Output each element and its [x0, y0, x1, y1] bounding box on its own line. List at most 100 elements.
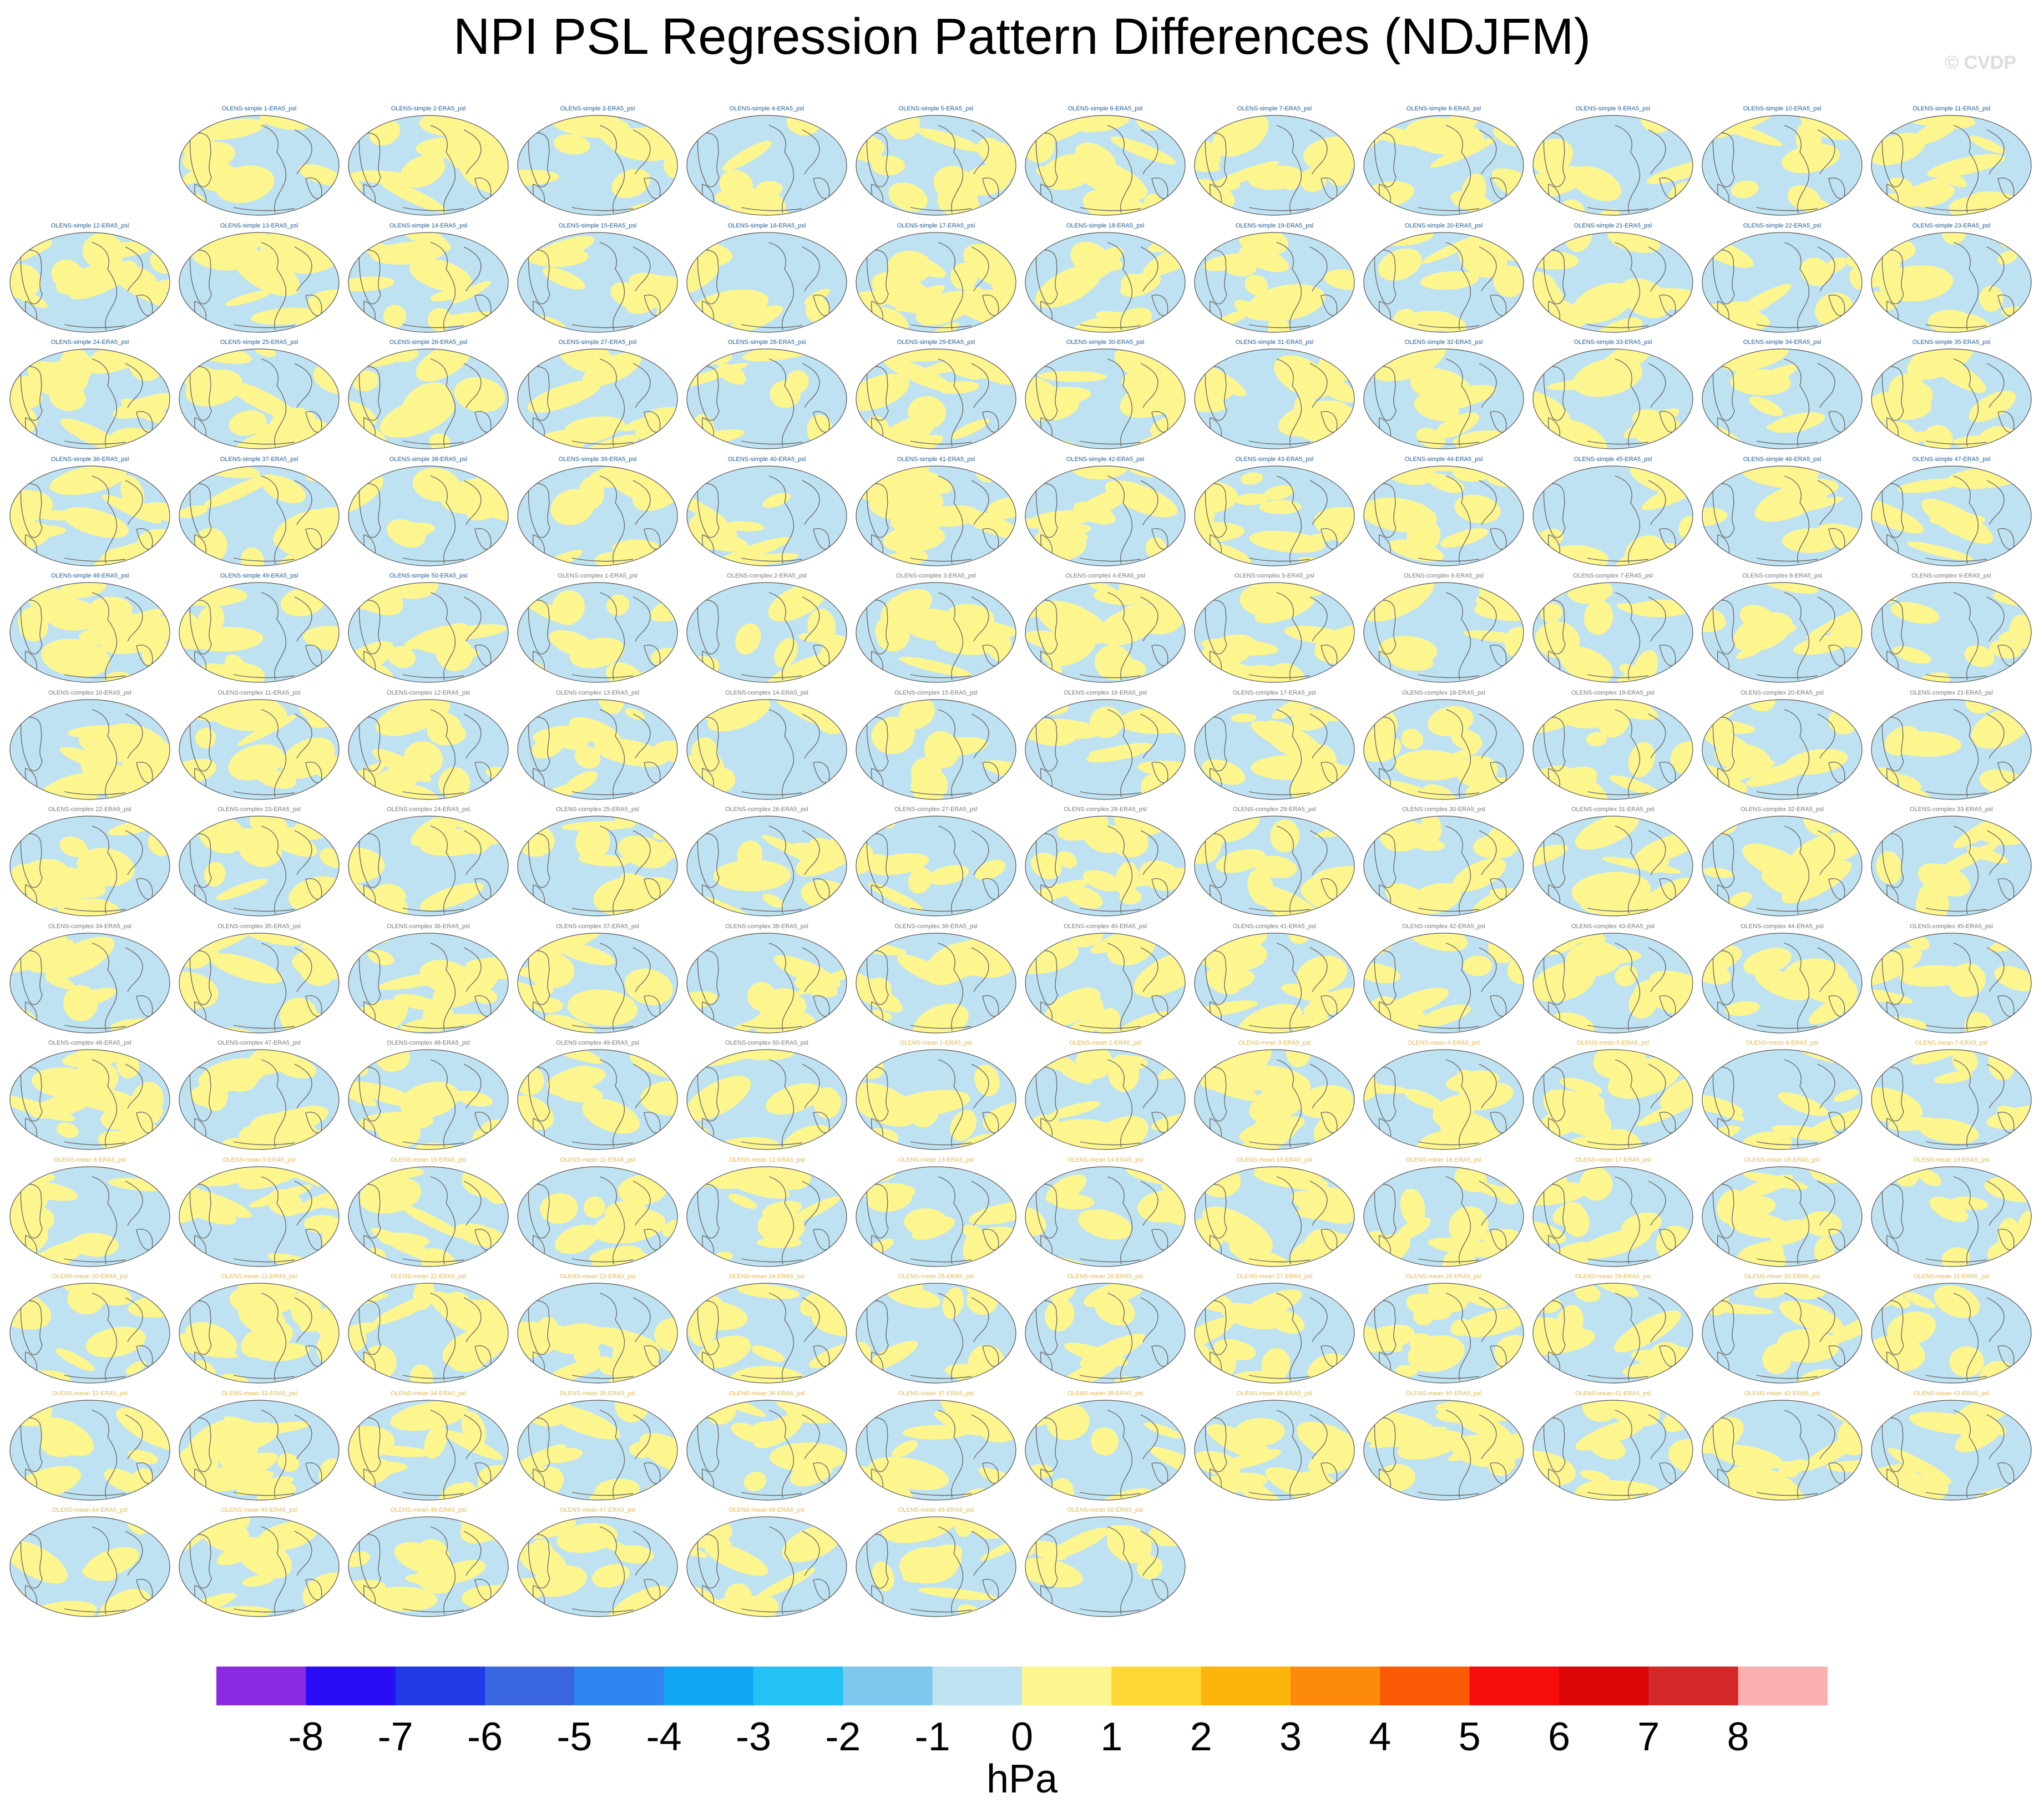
world-map — [1702, 465, 1863, 566]
map-panel: OLENS-complex 42-ERA5_psl — [1362, 923, 1526, 1037]
map-boundary — [1871, 465, 2032, 566]
coastline — [1615, 241, 1641, 330]
world-map — [1194, 932, 1355, 1034]
positive-anomaly-region — [1589, 1435, 1626, 1460]
positive-anomaly-region — [1887, 1447, 1952, 1484]
map-boundary — [1871, 1283, 2032, 1384]
world-map — [1532, 816, 1693, 916]
coastline — [633, 1531, 651, 1576]
positive-anomaly-region — [1918, 1169, 1942, 1186]
map-panel: OLENS-complex 12-ERA5_psl — [346, 690, 510, 803]
positive-anomaly-region — [395, 784, 441, 799]
positive-anomaly-region — [713, 859, 791, 892]
coastline — [1784, 241, 1810, 330]
coastline — [1276, 1059, 1302, 1148]
positive-anomaly-region — [1420, 271, 1479, 290]
coastline — [1418, 1141, 1480, 1146]
coastline — [1587, 557, 1649, 561]
coastline — [1205, 483, 1227, 538]
panel-title: OLENS-mean 7-ERA5_psl — [1915, 1040, 1988, 1046]
coastline — [1079, 1141, 1141, 1146]
positive-anomaly-region — [238, 1166, 315, 1189]
coastline — [1445, 825, 1471, 914]
panel-title: OLENS-complex 13-ERA5_psl — [556, 689, 639, 696]
colorbar-tick-label: 3 — [1279, 1715, 1302, 1759]
positive-anomaly-region — [1056, 851, 1077, 868]
coastline — [189, 1183, 212, 1238]
positive-anomaly-region — [892, 1440, 918, 1457]
coastline — [402, 207, 464, 211]
map-boundary — [1532, 582, 1693, 683]
coastline — [1648, 946, 1666, 992]
positive-anomaly-region — [1213, 1339, 1256, 1360]
world-map — [1025, 816, 1186, 916]
world-map — [686, 698, 847, 800]
panel-title: OLENS-mean 20-ERA5_psl — [52, 1273, 128, 1280]
coastline — [1615, 1409, 1641, 1498]
coastline — [1309, 1063, 1328, 1109]
coastline — [64, 1375, 126, 1379]
positive-anomaly-region — [1628, 742, 1655, 777]
world-map — [1194, 231, 1355, 333]
panel-title: OLENS-simple 2-ERA5_psl — [391, 105, 466, 112]
map-boundary — [1532, 1049, 1693, 1150]
coastline — [1418, 557, 1480, 561]
positive-anomaly-region — [987, 497, 1016, 519]
coastline — [768, 1176, 795, 1264]
coastline — [92, 592, 118, 681]
positive-anomaly-region — [1313, 1102, 1354, 1147]
coastline — [633, 1180, 651, 1225]
coastline — [802, 479, 820, 525]
world-map — [9, 1283, 170, 1384]
coastline — [20, 1183, 43, 1238]
map-panel: OLENS-complex 9-ERA5_psl — [1869, 573, 2033, 686]
world-map — [1532, 1283, 1693, 1384]
map-panel: OLENS-complex 19-ERA5_psl — [1531, 690, 1695, 803]
coastline — [1817, 1063, 1835, 1109]
map-panel: OLENS-complex 29-ERA5_psl — [1192, 806, 1357, 920]
map-panel: OLENS-complex 14-ERA5_psl — [685, 690, 849, 803]
positive-anomaly-region — [983, 1101, 1016, 1133]
coastline — [741, 557, 803, 561]
coastline — [528, 600, 550, 655]
positive-anomaly-region — [1428, 1237, 1507, 1257]
panel-title: OLENS-mean 14-ERA5_psl — [1067, 1156, 1144, 1163]
panel-title: OLENS-simple 42-ERA5_psl — [1066, 455, 1145, 463]
positive-anomaly-region — [1239, 246, 1289, 272]
map-boundary — [1532, 115, 1693, 216]
coastline — [1925, 207, 1987, 211]
coastline — [571, 791, 634, 795]
coastline — [697, 249, 720, 304]
positive-anomaly-region — [262, 1527, 294, 1549]
coastline — [1712, 716, 1735, 771]
positive-anomaly-region — [1216, 849, 1266, 873]
world-map — [1025, 1516, 1186, 1617]
map-boundary — [179, 115, 340, 216]
map-boundary — [1532, 1166, 1693, 1267]
coastline — [1107, 592, 1133, 681]
panel-title: OLENS-mean 5-ERA5_psl — [1576, 1040, 1650, 1046]
coastline — [189, 133, 212, 188]
panel-title: OLENS-mean 43-ERA5_psl — [1913, 1390, 1990, 1397]
coastline — [1140, 1414, 1158, 1459]
world-map — [179, 231, 340, 333]
coastline — [294, 713, 312, 758]
positive-anomaly-region — [880, 589, 932, 626]
positive-anomaly-region — [1450, 190, 1494, 213]
coastline — [971, 246, 989, 291]
world-map — [9, 698, 170, 800]
positive-anomaly-region — [856, 699, 871, 710]
coastline — [802, 1297, 820, 1343]
coastline — [697, 833, 720, 888]
coastline — [1881, 1417, 1904, 1472]
map-panel: OLENS-complex 22-ERA5_psl — [8, 806, 172, 920]
positive-anomaly-region — [1595, 1129, 1642, 1149]
coastline — [92, 1293, 118, 1381]
world-map — [1194, 115, 1355, 216]
world-map — [1871, 582, 2032, 683]
positive-anomaly-region — [899, 656, 972, 677]
positive-anomaly-region — [1997, 250, 2017, 265]
positive-anomaly-region — [1086, 583, 1121, 597]
coastline — [1248, 207, 1311, 211]
world-map — [686, 932, 847, 1034]
